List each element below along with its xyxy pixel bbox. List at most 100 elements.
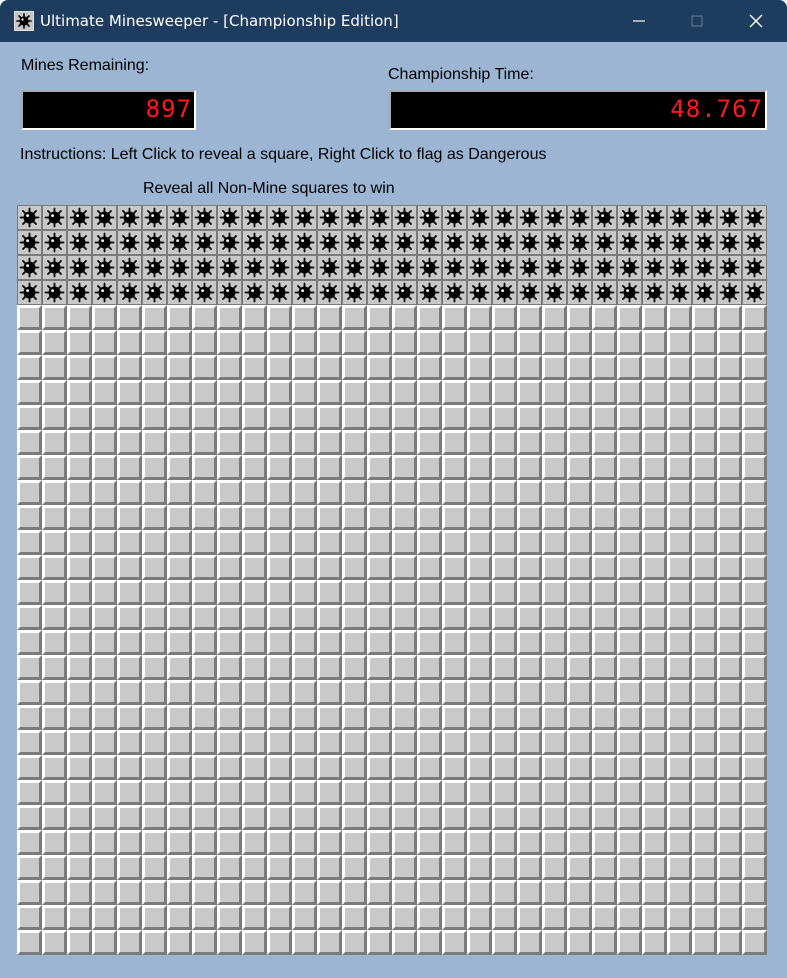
- mine-cell[interactable]: [717, 205, 742, 230]
- mine-cell[interactable]: [617, 280, 642, 305]
- hidden-cell[interactable]: [467, 630, 492, 655]
- hidden-cell[interactable]: [142, 630, 167, 655]
- hidden-cell[interactable]: [642, 705, 667, 730]
- hidden-cell[interactable]: [742, 805, 767, 830]
- hidden-cell[interactable]: [92, 630, 117, 655]
- mine-cell[interactable]: [517, 230, 542, 255]
- hidden-cell[interactable]: [267, 555, 292, 580]
- mine-cell[interactable]: [342, 230, 367, 255]
- hidden-cell[interactable]: [392, 380, 417, 405]
- hidden-cell[interactable]: [667, 855, 692, 880]
- hidden-cell[interactable]: [267, 930, 292, 955]
- hidden-cell[interactable]: [642, 580, 667, 605]
- mine-cell[interactable]: [317, 230, 342, 255]
- hidden-cell[interactable]: [542, 905, 567, 930]
- mine-cell[interactable]: [17, 280, 42, 305]
- hidden-cell[interactable]: [142, 505, 167, 530]
- mine-cell[interactable]: [267, 255, 292, 280]
- hidden-cell[interactable]: [342, 880, 367, 905]
- mine-cell[interactable]: [692, 280, 717, 305]
- hidden-cell[interactable]: [617, 780, 642, 805]
- hidden-cell[interactable]: [117, 705, 142, 730]
- hidden-cell[interactable]: [292, 930, 317, 955]
- hidden-cell[interactable]: [292, 580, 317, 605]
- hidden-cell[interactable]: [67, 605, 92, 630]
- mine-cell[interactable]: [292, 205, 317, 230]
- hidden-cell[interactable]: [492, 805, 517, 830]
- hidden-cell[interactable]: [642, 480, 667, 505]
- mine-cell[interactable]: [192, 255, 217, 280]
- hidden-cell[interactable]: [17, 880, 42, 905]
- hidden-cell[interactable]: [742, 730, 767, 755]
- hidden-cell[interactable]: [92, 530, 117, 555]
- hidden-cell[interactable]: [392, 930, 417, 955]
- hidden-cell[interactable]: [642, 405, 667, 430]
- hidden-cell[interactable]: [217, 480, 242, 505]
- hidden-cell[interactable]: [592, 680, 617, 705]
- hidden-cell[interactable]: [167, 480, 192, 505]
- mine-cell[interactable]: [567, 205, 592, 230]
- hidden-cell[interactable]: [742, 930, 767, 955]
- hidden-cell[interactable]: [442, 655, 467, 680]
- hidden-cell[interactable]: [42, 630, 67, 655]
- hidden-cell[interactable]: [692, 480, 717, 505]
- hidden-cell[interactable]: [167, 905, 192, 930]
- mine-cell[interactable]: [667, 205, 692, 230]
- hidden-cell[interactable]: [617, 655, 642, 680]
- hidden-cell[interactable]: [642, 805, 667, 830]
- hidden-cell[interactable]: [467, 430, 492, 455]
- hidden-cell[interactable]: [192, 580, 217, 605]
- hidden-cell[interactable]: [292, 780, 317, 805]
- hidden-cell[interactable]: [242, 705, 267, 730]
- hidden-cell[interactable]: [417, 405, 442, 430]
- hidden-cell[interactable]: [442, 405, 467, 430]
- hidden-cell[interactable]: [442, 730, 467, 755]
- hidden-cell[interactable]: [242, 655, 267, 680]
- hidden-cell[interactable]: [367, 605, 392, 630]
- hidden-cell[interactable]: [742, 580, 767, 605]
- hidden-cell[interactable]: [142, 530, 167, 555]
- mine-cell[interactable]: [217, 205, 242, 230]
- hidden-cell[interactable]: [67, 755, 92, 780]
- hidden-cell[interactable]: [592, 505, 617, 530]
- hidden-cell[interactable]: [142, 680, 167, 705]
- hidden-cell[interactable]: [592, 455, 617, 480]
- hidden-cell[interactable]: [117, 580, 142, 605]
- hidden-cell[interactable]: [642, 905, 667, 930]
- hidden-cell[interactable]: [442, 580, 467, 605]
- hidden-cell[interactable]: [442, 480, 467, 505]
- hidden-cell[interactable]: [267, 630, 292, 655]
- hidden-cell[interactable]: [392, 555, 417, 580]
- hidden-cell[interactable]: [742, 455, 767, 480]
- hidden-cell[interactable]: [267, 530, 292, 555]
- hidden-cell[interactable]: [467, 530, 492, 555]
- hidden-cell[interactable]: [617, 680, 642, 705]
- hidden-cell[interactable]: [467, 705, 492, 730]
- hidden-cell[interactable]: [342, 730, 367, 755]
- hidden-cell[interactable]: [342, 605, 367, 630]
- hidden-cell[interactable]: [292, 655, 317, 680]
- hidden-cell[interactable]: [642, 355, 667, 380]
- hidden-cell[interactable]: [667, 555, 692, 580]
- hidden-cell[interactable]: [642, 380, 667, 405]
- hidden-cell[interactable]: [242, 605, 267, 630]
- hidden-cell[interactable]: [167, 630, 192, 655]
- hidden-cell[interactable]: [692, 905, 717, 930]
- hidden-cell[interactable]: [467, 930, 492, 955]
- hidden-cell[interactable]: [142, 555, 167, 580]
- hidden-cell[interactable]: [692, 305, 717, 330]
- hidden-cell[interactable]: [567, 555, 592, 580]
- hidden-cell[interactable]: [492, 505, 517, 530]
- hidden-cell[interactable]: [567, 455, 592, 480]
- hidden-cell[interactable]: [517, 605, 542, 630]
- hidden-cell[interactable]: [567, 630, 592, 655]
- hidden-cell[interactable]: [442, 380, 467, 405]
- hidden-cell[interactable]: [117, 730, 142, 755]
- hidden-cell[interactable]: [242, 380, 267, 405]
- hidden-cell[interactable]: [492, 755, 517, 780]
- hidden-cell[interactable]: [42, 680, 67, 705]
- hidden-cell[interactable]: [242, 830, 267, 855]
- hidden-cell[interactable]: [242, 905, 267, 930]
- hidden-cell[interactable]: [192, 355, 217, 380]
- hidden-cell[interactable]: [67, 880, 92, 905]
